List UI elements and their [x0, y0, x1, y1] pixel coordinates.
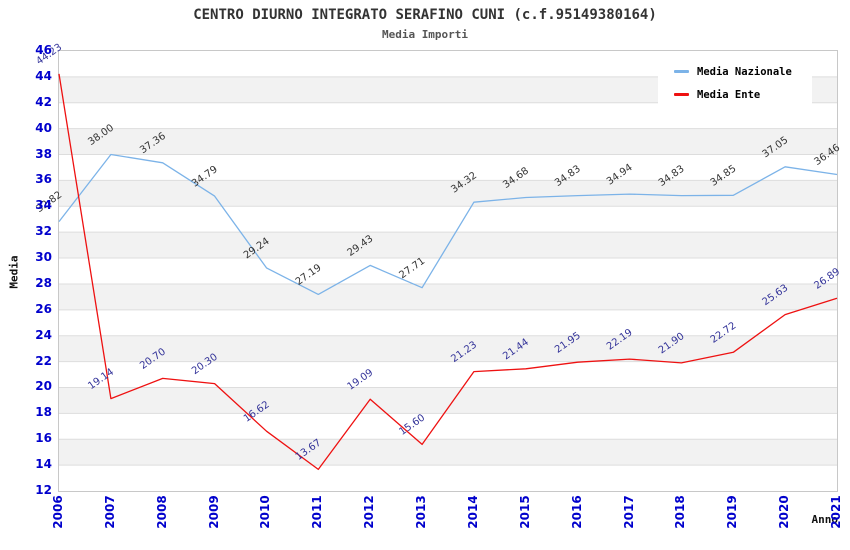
y-tick-label: 42 — [35, 94, 52, 109]
grid-band — [59, 154, 837, 181]
x-tick-label: 2007 — [102, 495, 117, 529]
chart-subtitle: Media Importi — [381, 28, 469, 41]
x-tick-label: 2020 — [777, 495, 792, 529]
x-tick-label: 2015 — [517, 495, 532, 529]
grid-band — [59, 283, 837, 310]
y-tick-label: 46 — [35, 43, 52, 57]
x-axis-title: Anno — [811, 513, 839, 526]
y-tick-label: 36 — [35, 172, 52, 187]
y-tick-label: 28 — [35, 275, 52, 290]
y-tick-label: 34 — [35, 198, 52, 213]
legend-label: Media Nazionale — [697, 65, 792, 78]
legend-label: Media Ente — [697, 88, 761, 101]
x-tick-label: 2016 — [569, 495, 584, 529]
x-tick-label: 2012 — [362, 495, 377, 529]
grid-band — [59, 413, 837, 440]
x-tick-label: 2014 — [465, 495, 480, 529]
x-tick-label: 2019 — [725, 495, 740, 529]
y-tick-label: 22 — [35, 353, 52, 368]
x-tick-label: 2010 — [258, 495, 273, 529]
legend-swatch-icon — [674, 70, 689, 73]
y-tick-label: 26 — [35, 301, 52, 316]
y-tick-label: 30 — [35, 250, 52, 265]
legend-item: Media Nazionale — [658, 60, 812, 83]
x-tick-label: 2017 — [621, 495, 636, 529]
x-tick-label: 2018 — [673, 495, 688, 529]
y-tick-label: 40 — [35, 120, 52, 135]
y-tick-label: 14 — [35, 457, 52, 472]
x-tick-label: 2006 — [51, 495, 65, 529]
x-tick-label: 2021 — [829, 495, 843, 529]
series-line-media-ente — [58, 73, 838, 471]
grid-band — [59, 258, 837, 284]
y-tick-label: 12 — [35, 483, 52, 497]
chart-title: CENTRO DIURNO INTEGRATO SERAFINO CUNI (c… — [193, 7, 657, 23]
legend-swatch-icon — [674, 93, 689, 96]
series-line-media-nazionale — [58, 153, 838, 296]
plot-area: 32.82 38.00 37.36 34.79 29.24 27.19 29.43 27.71… — [34, 42, 842, 492]
grid-band — [59, 180, 837, 207]
grid-band — [59, 387, 837, 414]
x-tick-label: 2011 — [310, 495, 325, 529]
y-tick-label: 38 — [35, 146, 52, 161]
x-tick-label: 2008 — [154, 495, 169, 529]
y-tick-label: 44 — [35, 68, 52, 83]
y-tick-label: 32 — [35, 224, 52, 239]
grid-band — [59, 206, 837, 233]
y-tick-label: 18 — [35, 405, 52, 420]
y-tick-label: 24 — [35, 327, 52, 342]
legend: Media Nazionale Media Ente — [658, 54, 812, 112]
x-tick-label: 2013 — [414, 495, 429, 529]
y-tick-label: 16 — [35, 431, 52, 446]
grid-band — [59, 465, 837, 491]
y-tick-label: 20 — [35, 379, 52, 394]
grid-band — [59, 309, 837, 336]
x-tick-label: 2009 — [206, 495, 221, 529]
grid-band — [59, 361, 837, 388]
grid-band — [59, 128, 837, 155]
grid-band — [59, 439, 837, 466]
legend-item: Media Ente — [658, 83, 812, 106]
